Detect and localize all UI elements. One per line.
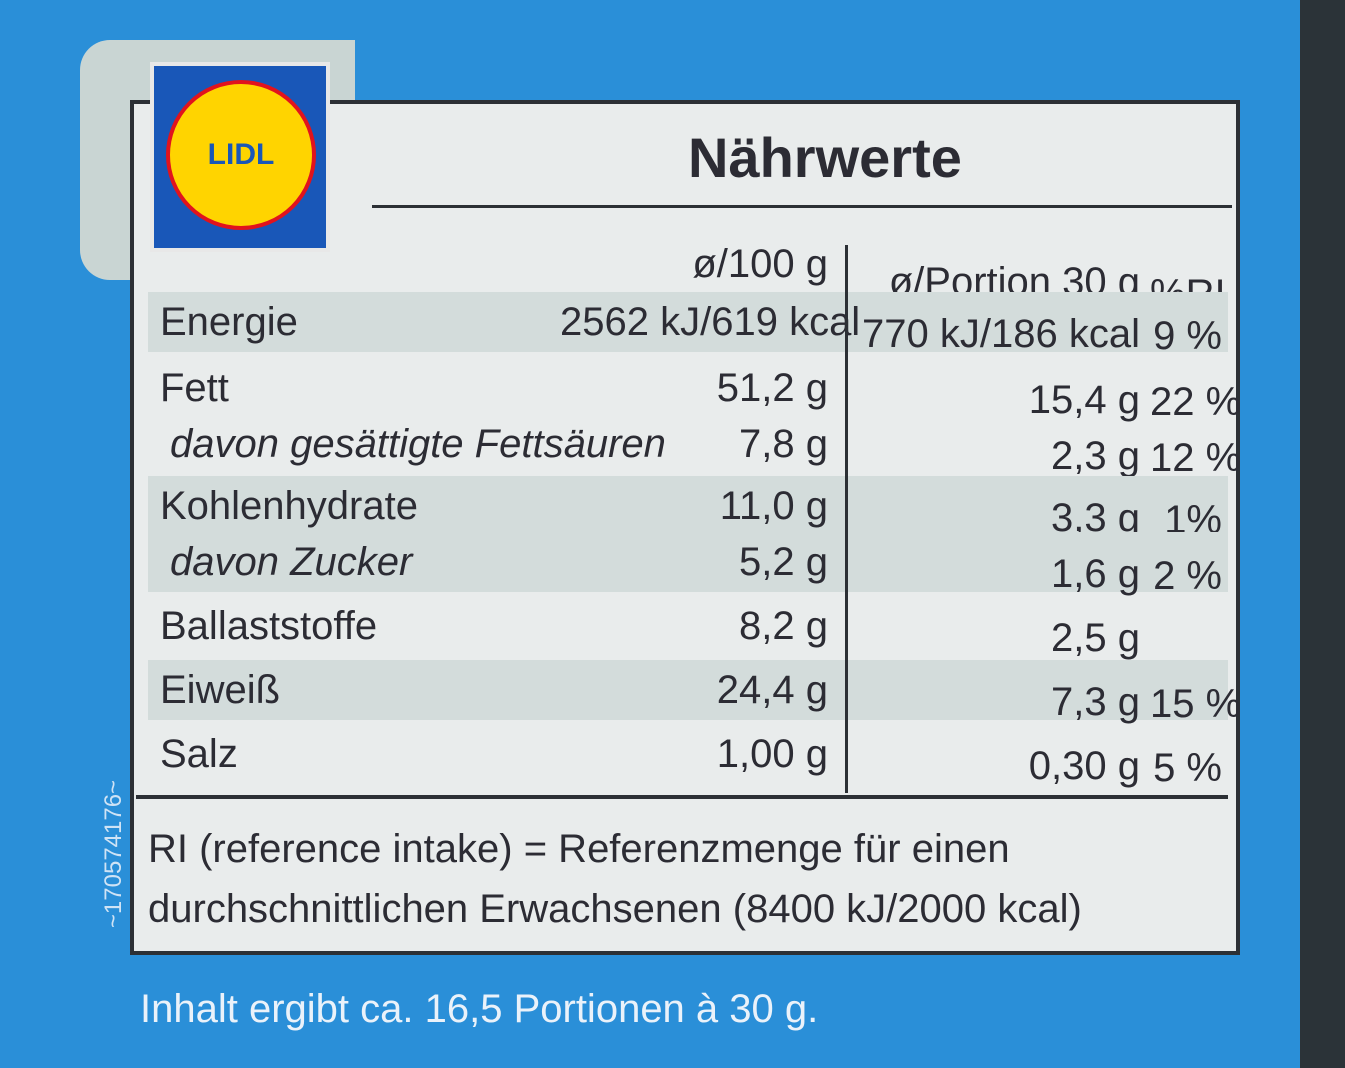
row-name: Fett	[160, 366, 229, 410]
row-name: Eiweiß	[160, 668, 281, 712]
row-portion: 15,4 g	[1028, 378, 1140, 422]
row-portion: 2,5 g	[1051, 616, 1140, 660]
row-band	[148, 532, 1228, 592]
footer: Inhalt ergibt ca. 16,5 Portionen à 30 g.	[140, 987, 819, 1031]
row-ri: 22 %	[1150, 380, 1242, 424]
row-per100: 7,8 g	[739, 422, 828, 466]
table-rule	[136, 795, 1228, 799]
footnote-line: RI (reference intake) = Referenzmenge fü…	[148, 827, 1010, 871]
row-portion: 2,3 g	[1051, 434, 1140, 478]
row-name: Salz	[160, 732, 238, 776]
row-per100: 8,2 g	[739, 604, 828, 648]
side-code: ~170574176~	[100, 779, 128, 929]
row-portion: 770 kJ/186 kcal	[862, 312, 1140, 356]
row-ri: 5 %	[1153, 746, 1222, 790]
title-rule	[372, 205, 1232, 208]
row-ri: 12 %	[1150, 436, 1242, 480]
logo-text: LIDL	[166, 80, 316, 230]
row-name: Ballaststoffe	[160, 604, 378, 648]
column-divider	[845, 245, 848, 793]
header-per100: ø/100 g	[692, 242, 828, 286]
row-per100: 24,4 g	[716, 668, 828, 712]
row-band	[148, 660, 1228, 720]
row-band	[148, 292, 1228, 352]
row-portion: 1,6 g	[1051, 552, 1140, 596]
row-portion: 0,30 g	[1028, 744, 1140, 788]
row-portion: 7,3 g	[1051, 680, 1140, 724]
row-name: Energie	[160, 300, 298, 344]
row-per100: 5,2 g	[739, 540, 828, 584]
row-ri: 9 %	[1153, 314, 1222, 358]
row-name: davon gesättigte Fettsäuren	[170, 422, 666, 466]
logo: LIDL	[150, 62, 330, 252]
row-name: davon Zucker	[170, 540, 413, 584]
row-ri: 2 %	[1153, 554, 1222, 598]
row-band	[148, 476, 1228, 536]
row-per100: 51,2 g	[716, 366, 828, 410]
row-name: Kohlenhydrate	[160, 484, 418, 528]
row-per100: 2562 kJ/619 kcal	[560, 300, 861, 344]
row-per100: 11,0 g	[719, 484, 828, 528]
row-ri: 15 %	[1150, 682, 1242, 726]
row-per100: 1,00 g	[716, 732, 828, 776]
footnote-line: durchschnittlichen Erwachsenen (8400 kJ/…	[148, 887, 1082, 931]
background-strip	[1300, 0, 1345, 1068]
title: Nährwerte	[688, 126, 962, 189]
